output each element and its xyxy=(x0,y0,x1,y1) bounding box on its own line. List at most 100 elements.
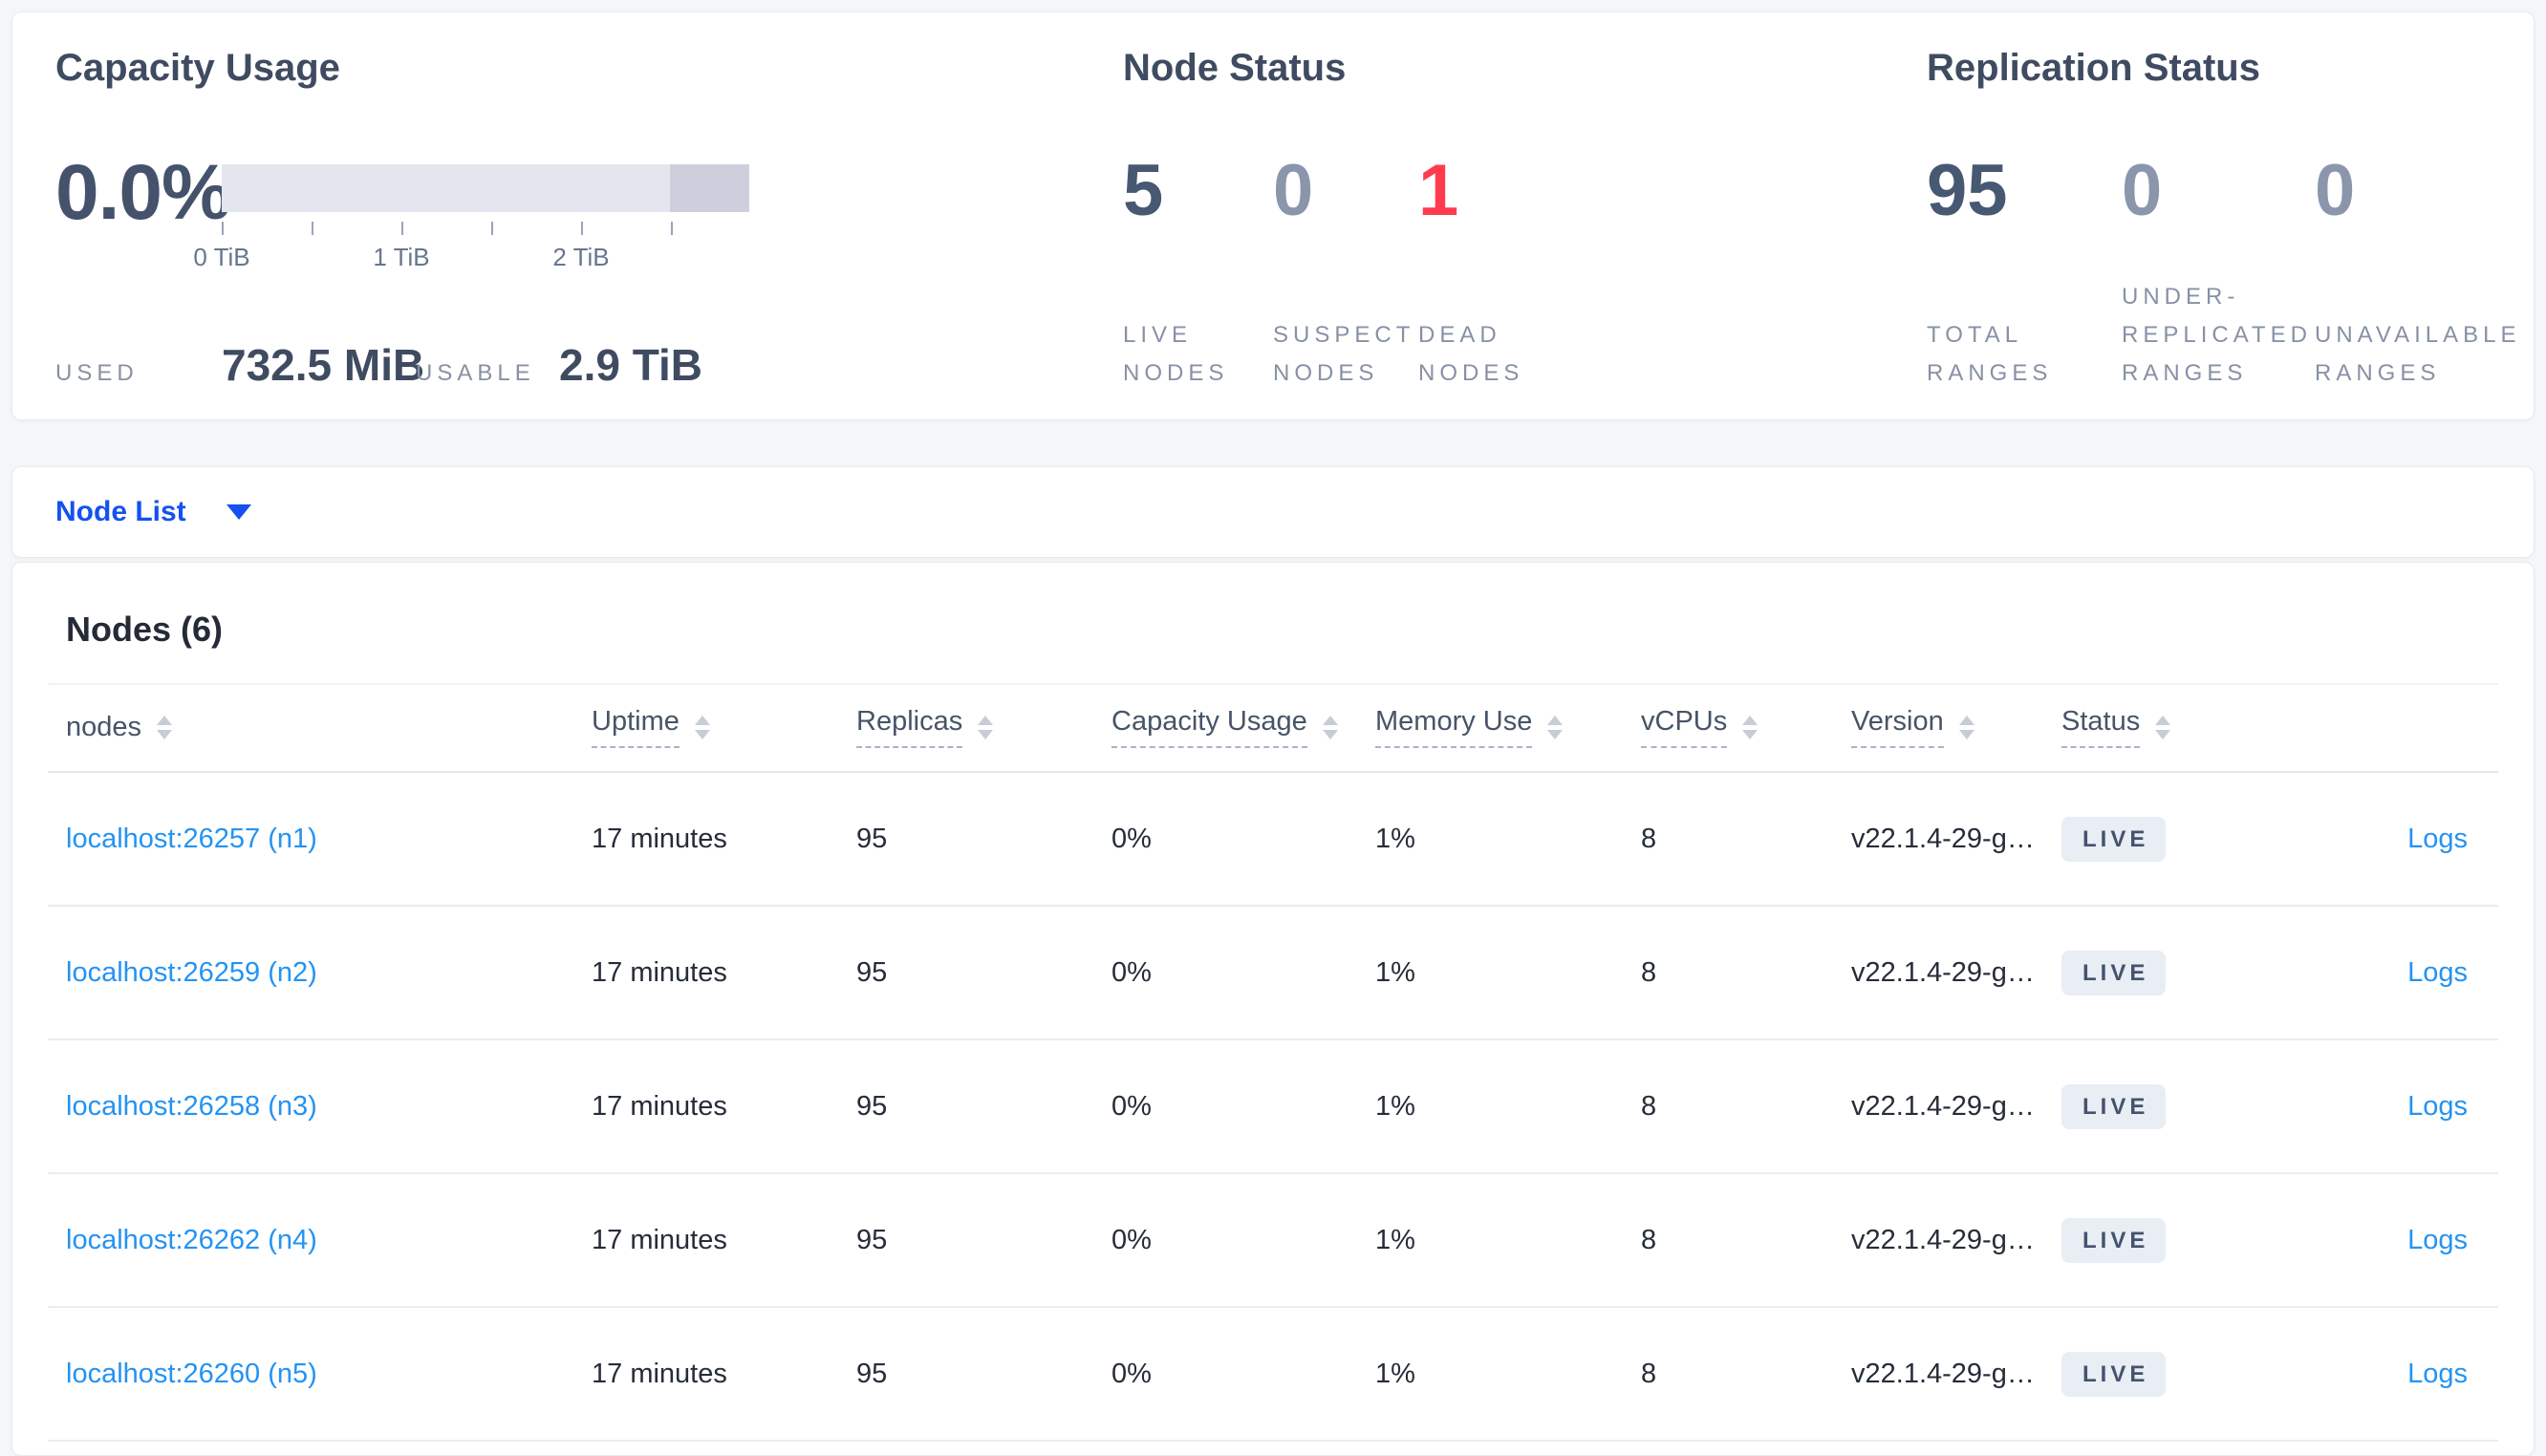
column-header-label: Status xyxy=(2061,706,2141,748)
sort-up-icon xyxy=(1322,715,1338,725)
table-row: localhost:26257 (n1) 17 minutes 95 0% 1%… xyxy=(48,773,2498,907)
column-header-label: nodes xyxy=(66,711,142,742)
stat-value: 95 xyxy=(1927,150,2008,231)
capacity-used-percent: 0.0% xyxy=(55,149,231,236)
logs-link[interactable]: Logs xyxy=(2407,956,2468,988)
node-list-dropdown[interactable]: Node List xyxy=(55,467,251,557)
stat-item: 1 DEAD NODES xyxy=(1418,152,1590,393)
used-label: USED xyxy=(55,360,139,386)
table-row: localhost:26259 (n2) 17 minutes 95 0% 1%… xyxy=(48,907,2498,1040)
logs-link[interactable]: Logs xyxy=(2407,1358,2468,1389)
column-header-label: Version xyxy=(1851,706,1944,748)
uptime-cell: 17 minutes xyxy=(592,1358,727,1389)
replication-status-title: Replication Status xyxy=(1927,47,2260,89)
nodes-table-heading: Nodes (6) xyxy=(66,610,224,649)
sort-up-icon xyxy=(694,715,710,725)
status-badge: LIVE xyxy=(2061,1217,2167,1263)
column-header-label: Replicas xyxy=(856,706,963,748)
logs-link[interactable]: Logs xyxy=(2407,1224,2468,1255)
table-row: localhost:26260 (n5) 17 minutes 95 0% 1%… xyxy=(48,1308,2498,1442)
table-header-row: nodes Uptime Replicas xyxy=(48,683,2498,773)
stat-item: 95 TOTAL RANGES xyxy=(1927,152,2122,393)
sort-down-icon xyxy=(1322,729,1338,739)
table-body: localhost:26257 (n1) 17 minutes 95 0% 1%… xyxy=(48,773,2498,1442)
capacity-usage-section: Capacity Usage 0.0% 0 TiB 1 TiB 2 TiB xyxy=(55,45,1088,393)
stat-item: 0 SUSPECT NODES xyxy=(1273,152,1418,393)
stat-label: SUSPECT NODES xyxy=(1273,322,1414,386)
column-header[interactable]: Status xyxy=(2061,706,2277,748)
logs-link[interactable]: Logs xyxy=(2407,823,2468,854)
sort-down-icon xyxy=(1547,729,1564,739)
node-link[interactable]: localhost:26258 (n3) xyxy=(66,1090,317,1122)
table-row: localhost:26258 (n3) 17 minutes 95 0% 1%… xyxy=(48,1040,2498,1174)
uptime-cell: 17 minutes xyxy=(592,1090,727,1122)
memory-use-cell: 1% xyxy=(1375,1358,1415,1389)
nodes-table-panel: Nodes (6) nodes Uptime xyxy=(11,562,2535,1456)
node-link[interactable]: localhost:26260 (n5) xyxy=(66,1358,317,1389)
stat-value: 5 xyxy=(1123,150,1164,231)
capacity-axis-labels: 0 TiB 1 TiB 2 TiB xyxy=(193,243,749,275)
capacity-usage-cell: 0% xyxy=(1111,1224,1152,1255)
sort-down-icon xyxy=(157,729,173,739)
heading-divider xyxy=(48,683,2498,685)
replicas-cell: 95 xyxy=(856,1358,888,1389)
node-status-stats: 5 LIVE NODES 0 SUSPECT NODES 1 DEAD NODE… xyxy=(1123,152,1792,393)
node-link[interactable]: localhost:26259 (n2) xyxy=(66,956,317,988)
capacity-bar-segment xyxy=(670,164,749,212)
sort-icon xyxy=(1742,715,1758,739)
stat-label: TOTAL RANGES xyxy=(1927,322,2053,386)
sort-icon xyxy=(1547,715,1564,739)
version-cell: v22.1.4-29-g… xyxy=(1851,823,2035,854)
vcpus-cell: 8 xyxy=(1641,823,1657,854)
usable-value: 2.9 TiB xyxy=(559,340,702,390)
status-badge: LIVE xyxy=(2061,1351,2167,1397)
logs-link[interactable]: Logs xyxy=(2407,1090,2468,1122)
sort-up-icon xyxy=(1742,715,1758,725)
uptime-cell: 17 minutes xyxy=(592,956,727,988)
column-header[interactable]: Version xyxy=(1851,706,2061,748)
sort-icon xyxy=(1322,715,1338,739)
stat-label: DEAD NODES xyxy=(1418,322,1524,386)
axis-label-0tib: 0 TiB xyxy=(193,243,250,271)
sort-up-icon xyxy=(978,715,994,725)
summary-card: Capacity Usage 0.0% 0 TiB 1 TiB 2 TiB xyxy=(11,11,2535,420)
column-header-label: Memory Use xyxy=(1375,706,1533,748)
version-cell: v22.1.4-29-g… xyxy=(1851,956,2035,988)
used-value: 732.5 MiB xyxy=(222,340,425,390)
sort-icon xyxy=(694,715,710,739)
column-header[interactable]: vCPUs xyxy=(1641,706,1851,748)
stat-label: UNAVAILABLE RANGES xyxy=(2315,322,2521,386)
node-link[interactable]: localhost:26262 (n4) xyxy=(66,1224,317,1255)
vcpus-cell: 8 xyxy=(1641,1358,1657,1389)
sort-down-icon xyxy=(2155,729,2171,739)
uptime-cell: 17 minutes xyxy=(592,823,727,854)
node-status-title: Node Status xyxy=(1123,47,1347,89)
column-header[interactable]: nodes xyxy=(66,712,592,743)
memory-use-cell: 1% xyxy=(1375,1090,1415,1122)
capacity-axis-ticks xyxy=(222,222,749,235)
column-header[interactable]: Replicas xyxy=(856,706,1111,748)
capacity-usage-cell: 0% xyxy=(1111,956,1152,988)
uptime-cell: 17 minutes xyxy=(592,1224,727,1255)
memory-use-cell: 1% xyxy=(1375,956,1415,988)
column-header[interactable]: Uptime xyxy=(592,706,856,748)
stat-item: 0 UNDER-REPLICATED RANGES xyxy=(2122,152,2315,393)
column-header[interactable]: Memory Use xyxy=(1375,706,1641,748)
version-cell: v22.1.4-29-g… xyxy=(1851,1090,2035,1122)
axis-label-1tib: 1 TiB xyxy=(373,243,430,271)
column-header-label: Uptime xyxy=(592,706,680,748)
stat-label: LIVE NODES xyxy=(1123,322,1229,386)
stat-value: 0 xyxy=(1273,150,1314,231)
version-cell: v22.1.4-29-g… xyxy=(1851,1224,2035,1255)
capacity-usage-title: Capacity Usage xyxy=(55,47,340,89)
replication-status-stats: 95 TOTAL RANGES 0 UNDER-REPLICATED RANGE… xyxy=(1927,152,2538,393)
memory-use-cell: 1% xyxy=(1375,1224,1415,1255)
axis-label-2tib: 2 TiB xyxy=(552,243,610,271)
column-header-label: Capacity Usage xyxy=(1111,706,1307,748)
column-header[interactable]: Capacity Usage xyxy=(1111,706,1375,748)
replication-status-section: Replication Status 95 TOTAL RANGES 0 UND… xyxy=(1927,45,2538,393)
sort-icon xyxy=(157,715,173,739)
sort-down-icon xyxy=(1958,729,1974,739)
node-link[interactable]: localhost:26257 (n1) xyxy=(66,823,317,854)
sort-up-icon xyxy=(1958,715,1974,725)
